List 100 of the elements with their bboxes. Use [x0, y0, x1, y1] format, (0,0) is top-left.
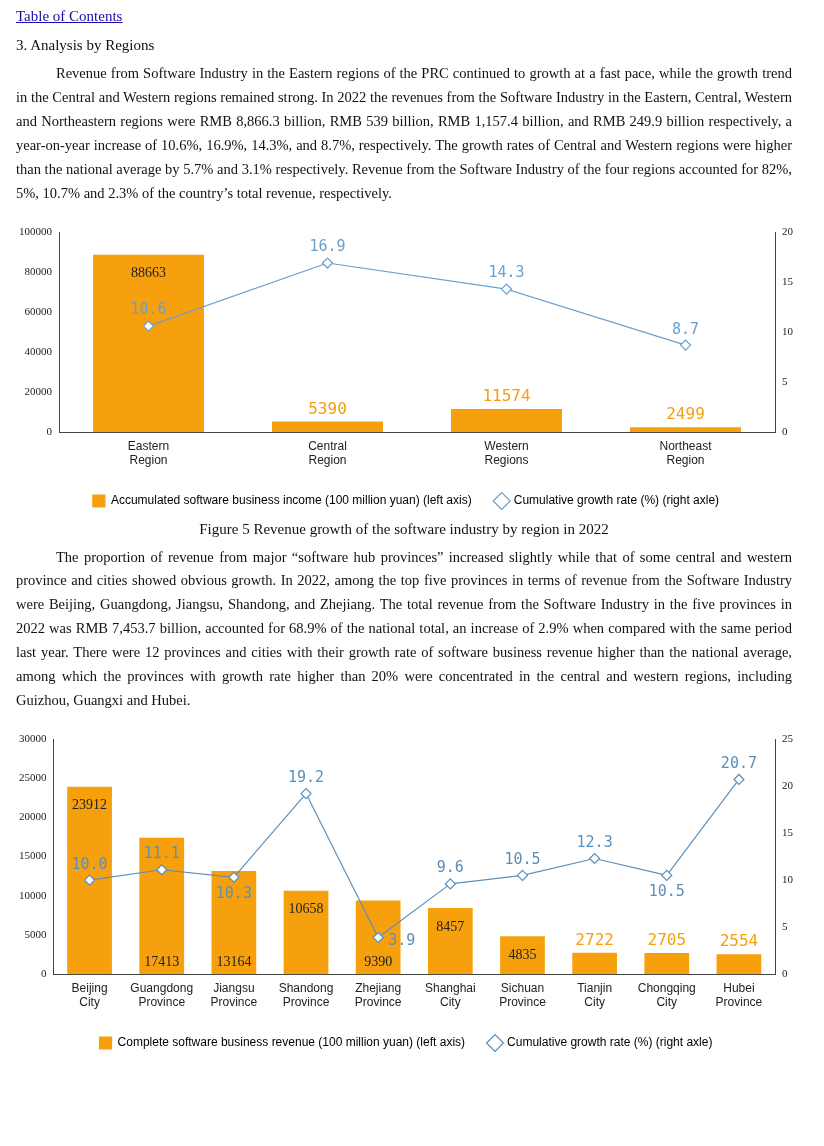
- data-label: 13164: [216, 953, 252, 969]
- y-tick-label: 0: [46, 424, 53, 437]
- y-tick-label: 15000: [19, 849, 47, 862]
- y-tick-label: 10000: [19, 888, 47, 901]
- data-label: 8457: [436, 918, 465, 934]
- text: Revenue from Software Industry in the Eastern regions of the PRC continued to growth at a fast pace, while the growth trend in the Central and Western regions remained strong. In 2022 the revenues from the Software Industry in the Eastern, Central, Western and Northeastern regions were RMB 8,866.3 billion, RMB 539 billion, RMB 1,157.4 billion, and RMB 249.9 billion respectively, a year-on-year increase of 10.6%, 16.9%, 14.3%, and 8.7%, respectively. The growth rates of Central and Western regions were higher than the national average by 5.7% and 3.1% respectively. Revenue from the Software Industry of the four regions accounted for 82%, 5%, 10.7% and 2.3% of the country’s total revenue, respectively.: [16, 64, 792, 203]
- data-label: 2499: [666, 403, 705, 423]
- y-tick-label: 60000: [24, 304, 53, 317]
- y-tick-label: 30000: [19, 731, 47, 744]
- data-label: 88663: [131, 264, 166, 280]
- y2-tick-label: 5: [782, 374, 788, 387]
- y-tick-label: 100000: [19, 224, 53, 237]
- point: [228, 871, 240, 883]
- x-tick-label: Guangdong Province: [130, 980, 194, 1010]
- y2-tick-label: 20: [782, 778, 794, 791]
- y-tick-label: 20000: [24, 384, 53, 397]
- y-tick-label: 0: [41, 967, 47, 980]
- data-label: 16.9: [309, 236, 346, 255]
- bar: [630, 426, 741, 432]
- x-tick-label: Northeast Region: [659, 438, 713, 467]
- x-tick-label: Zhejiang Province: [354, 980, 402, 1010]
- point: [321, 256, 334, 269]
- data-label: 12.3: [576, 832, 613, 851]
- bar: [572, 952, 617, 975]
- point: [142, 320, 155, 332]
- x-tick-label: Shandong Province: [278, 980, 334, 1010]
- data-label: 19.2: [287, 767, 325, 786]
- y2-tick-label: 0: [782, 967, 788, 980]
- x-tick-label: Tianjin City: [577, 980, 613, 1010]
- data-label: 11.1: [143, 844, 180, 863]
- data-label: 9.6: [436, 858, 464, 877]
- x-tick-label: Sichuan Province: [499, 980, 547, 1010]
- point: [444, 878, 456, 890]
- legend-label: Cumulative growth rate (%) (right axle): [507, 1035, 713, 1050]
- data-label: 4835: [508, 946, 537, 962]
- bar: [211, 870, 257, 975]
- point: [516, 869, 529, 881]
- text: Figure 5 Revenue growth of the software industry by region in 2022: [198, 520, 610, 538]
- y2-tick-label: 10: [782, 872, 794, 885]
- x-tick-label: Hubei Province: [715, 980, 763, 1010]
- bar: [644, 952, 690, 975]
- y2-tick-label: 15: [782, 825, 794, 838]
- bar: [272, 420, 383, 432]
- data-label: 2722: [575, 930, 614, 949]
- data-label: 10.5: [648, 881, 685, 900]
- bar: [93, 254, 204, 432]
- point: [372, 931, 384, 944]
- x-tick-label: Chongqing City: [637, 980, 696, 1010]
- y2-tick-label: 10: [782, 324, 794, 337]
- data-label: 20.7: [720, 753, 757, 772]
- y2-tick-label: 5: [782, 920, 788, 933]
- point: [679, 339, 692, 351]
- point: [589, 852, 601, 865]
- x-tick-label: Shanghai City: [424, 980, 476, 1010]
- y2-tick-label: 20: [782, 224, 794, 237]
- data-label: 10.6: [130, 300, 167, 319]
- point: [156, 864, 168, 876]
- y-tick-label: 5000: [24, 927, 47, 940]
- data-label: 17413: [144, 953, 180, 969]
- bar: [67, 786, 112, 975]
- legend-label: Cumulative growth rate (%) (right axle): [513, 492, 720, 507]
- point: [661, 869, 673, 881]
- data-label: 10658: [288, 901, 324, 917]
- bar: [283, 890, 329, 975]
- x-tick-label: Beijing City: [71, 980, 108, 1010]
- bar: [716, 954, 762, 975]
- point: [733, 773, 745, 786]
- x-tick-label: Jiangsu Province: [210, 980, 258, 1010]
- data-label: 10.0: [71, 854, 108, 873]
- data-label: 5390: [308, 398, 347, 418]
- y2-tick-label: 0: [782, 424, 788, 437]
- data-label: 10.3: [215, 883, 252, 902]
- y-tick-label: 80000: [24, 264, 53, 277]
- data-label: 11574: [482, 385, 531, 405]
- text: The proportion of revenue from major “software hub provinces” increased slightly while that of some central and western province and cities showed obvious growth. In 2022, among the top five provinces in terms of revenue from the Software Industry were Beijing, Guangdong, Jiangsu, Shandong, and Zhejiang. The total revenue from the Software Industry in the five provinces in 2022 was RMB 7,453.7 billion, accounted for 68.9% of the national total, an increase of 2.9% when compared with the same period last year. There were 12 provinces and cities with their growth rate of software business revenue higher than the national average, among which the provinces with growth rate higher than 20% were concentrated in the central and western regions, including Guizhou, Guangxi and Hubei.: [16, 547, 792, 711]
- bar: [139, 837, 185, 975]
- text: Table of Contents: [16, 8, 124, 25]
- y-tick-label: 20000: [19, 810, 47, 823]
- legend-label: Accumulated software business income (100 million yuan) (left axis): [110, 492, 472, 507]
- text: 3. Analysis by Regions: [16, 37, 156, 54]
- bar: [500, 936, 545, 975]
- data-label: 2554: [719, 931, 759, 951]
- y2-tick-label: 25: [782, 731, 794, 744]
- x-tick-label: Western Regions: [484, 438, 529, 467]
- data-label: 10.5: [504, 849, 541, 868]
- data-label: 9390: [364, 953, 393, 969]
- data-label: 2705: [647, 930, 687, 950]
- y2-tick-label: 15: [782, 274, 794, 287]
- bar: [451, 408, 562, 432]
- legend-label: Complete software business revenue (100 million yuan) (left axis): [117, 1035, 466, 1050]
- x-tick-label: Central Region: [308, 438, 347, 467]
- bar: [427, 907, 473, 975]
- data-label: 23912: [72, 797, 108, 813]
- point: [83, 874, 96, 886]
- data-label: 14.3: [488, 262, 525, 281]
- y-tick-label: 25000: [19, 771, 47, 784]
- data-label: 8.7: [671, 319, 700, 338]
- point: [500, 282, 513, 295]
- x-tick-label: Eastern Region: [127, 438, 170, 467]
- point: [300, 787, 312, 800]
